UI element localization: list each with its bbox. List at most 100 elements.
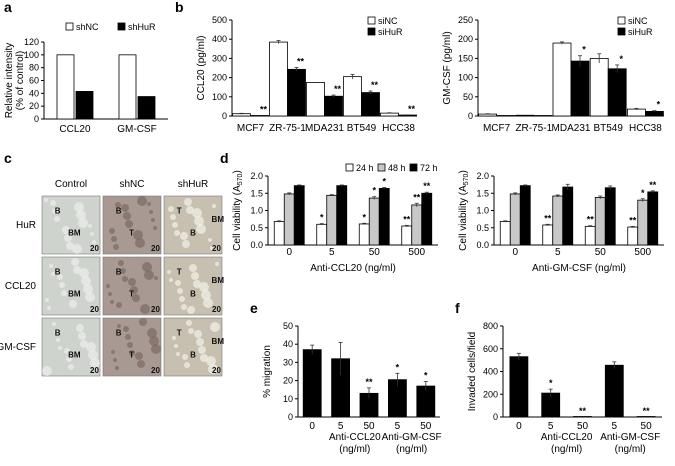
y-tick-label: 10 xyxy=(283,394,293,404)
tissue-texture xyxy=(199,282,209,292)
significance-marker: * xyxy=(372,186,376,196)
y-tick-label: 20 xyxy=(29,101,39,111)
y-tick-label: 60 xyxy=(29,76,39,86)
group-label-line: Anti-CCL20 xyxy=(541,432,593,443)
x-category-label: MDA231 xyxy=(552,123,591,134)
tissue-texture xyxy=(135,238,145,248)
tissue-texture xyxy=(80,340,88,348)
tissue-texture xyxy=(149,210,153,214)
panel-label-c: c xyxy=(4,150,12,166)
tissue-texture xyxy=(81,276,91,286)
tissue-texture xyxy=(109,228,115,234)
legend-label: 24 h xyxy=(356,163,374,173)
bar-shNC xyxy=(56,54,75,120)
x-axis-label: Anti-CCL20 (ng/ml) xyxy=(310,263,396,274)
bar-24 h xyxy=(358,223,370,246)
tissue-texture xyxy=(66,242,74,250)
x-category-label: 500 xyxy=(408,247,425,258)
x-category-label: 500 xyxy=(634,247,651,258)
tissue-texture xyxy=(64,234,72,242)
y-tick-label: 0.0 xyxy=(476,240,489,250)
bar-72 h xyxy=(647,191,659,246)
x-category-label: HCC38 xyxy=(382,123,415,134)
tissue-texture xyxy=(42,366,52,376)
tissue-texture xyxy=(172,222,178,228)
tissue-texture xyxy=(196,338,204,346)
bar-siHuR xyxy=(287,68,306,117)
x-category-label: 0 xyxy=(512,247,518,258)
tissue-texture xyxy=(125,334,131,340)
tissue-texture xyxy=(54,216,60,222)
bar-siHuR xyxy=(496,115,516,117)
y-tick-label: 1.5 xyxy=(250,188,263,198)
histology-row-label: HuR xyxy=(16,220,36,231)
y-tick-label: 1.0 xyxy=(250,206,263,216)
bar-siHuR xyxy=(361,92,380,117)
panel-label-f: f xyxy=(455,300,460,316)
legend-label: siHuR xyxy=(628,27,653,37)
bar-siHuR xyxy=(324,95,343,117)
histology-panel: Control shNC shHuR HuR B BM 20 B T 20 T B BM 20 CCL20 B… xyxy=(0,179,224,377)
y-tick-label: 200 xyxy=(212,73,227,83)
x-axis-label: Anti-GM-CSF (ng/ml) xyxy=(532,263,626,274)
tissue-texture xyxy=(79,268,89,278)
tissue-texture xyxy=(151,218,155,222)
bar-siNC xyxy=(306,82,325,117)
y-tick-label: 100 xyxy=(212,92,227,102)
tissue-texture xyxy=(215,262,219,266)
legend-swatch xyxy=(367,27,376,36)
tissue-texture xyxy=(167,270,171,274)
bar-value xyxy=(509,356,529,418)
tissue-texture xyxy=(135,352,143,360)
legend-label: shNC xyxy=(76,22,99,32)
x-category-label: MCF7 xyxy=(237,123,265,134)
significance-marker: ** xyxy=(403,214,411,224)
x-category-label: GM-CSF xyxy=(117,124,156,135)
chart-e: 0 10 20 30 40 50 % migration 0 5 50 ** 5 * 50 * Anti-CC… xyxy=(262,321,442,455)
tissue-texture xyxy=(184,362,190,368)
tissue-texture xyxy=(193,280,201,288)
tissue-texture xyxy=(170,214,176,220)
x-category-label: BT549 xyxy=(593,123,623,134)
significance-marker: ** xyxy=(423,181,431,191)
tissue-texture xyxy=(50,200,56,206)
tissue-label-B: B xyxy=(190,228,196,237)
y-tick-label: 400 xyxy=(212,34,227,44)
chart-b2: 0 50 100 150 200 250 GM-CSF (pg/ml) MCF7 ZR-75-1… xyxy=(442,15,664,134)
tissue-texture xyxy=(140,304,150,314)
x-category-label: 50 xyxy=(577,421,589,432)
tissue-label-B: B xyxy=(55,267,61,276)
group-label-line: Anti-GM-CSF xyxy=(382,432,442,443)
significance-marker: ** xyxy=(413,192,421,202)
y-tick-label: 120 xyxy=(24,37,39,47)
tissue-texture xyxy=(137,196,147,206)
tissue-texture xyxy=(116,302,122,308)
tissue-texture xyxy=(47,306,51,310)
y-tick-label: 150 xyxy=(458,53,473,63)
y-tick-label: 0 xyxy=(288,412,293,422)
y-axis-label-sub: 570 xyxy=(237,173,244,185)
bar-72 h xyxy=(293,185,305,246)
bar-48 h xyxy=(509,193,521,246)
significance-marker: * xyxy=(320,213,324,223)
x-category-label: 5 xyxy=(612,421,618,432)
y-axis-label-part: Cell viability (A xyxy=(458,185,469,251)
tissue-texture xyxy=(180,232,188,240)
tissue-label-T: T xyxy=(177,328,182,337)
panel-label-b: b xyxy=(175,0,184,15)
panel-label-d: d xyxy=(220,150,229,166)
tissue-texture xyxy=(90,358,100,368)
x-category-label: 5 xyxy=(395,421,401,432)
tissue-texture xyxy=(113,244,119,250)
tissue-texture xyxy=(147,328,157,338)
bar-48 h xyxy=(637,199,649,246)
y-axis-label: % migration xyxy=(262,345,273,398)
tissue-texture xyxy=(123,326,129,332)
significance-marker: * xyxy=(549,378,553,388)
tissue-texture xyxy=(187,306,195,314)
tissue-texture xyxy=(201,290,211,300)
legend-label: shHuR xyxy=(128,22,156,32)
significance-marker: ** xyxy=(408,104,416,114)
x-category-label: 0 xyxy=(516,421,522,432)
significance-marker: * xyxy=(641,188,645,198)
